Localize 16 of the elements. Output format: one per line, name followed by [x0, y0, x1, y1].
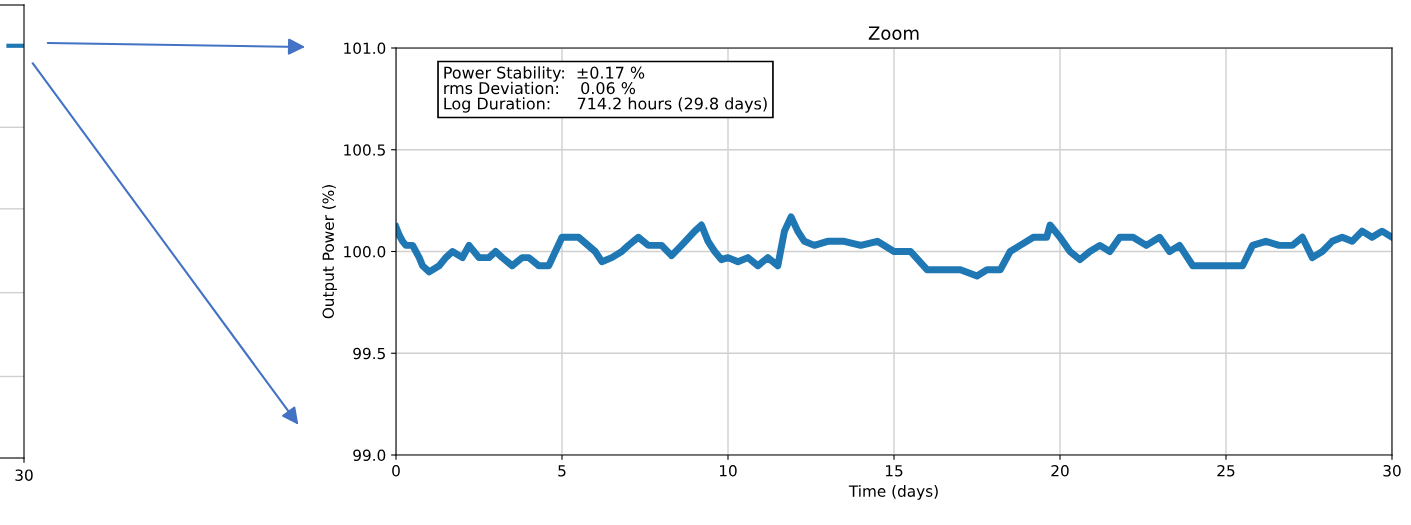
y-tick-label: 100.5 [344, 144, 385, 156]
x-tick-label: 10 [719, 464, 737, 477]
x-tick-label: 15 [885, 465, 903, 477]
y-tick-label: 100.0 [344, 245, 386, 258]
x-tick-label: 20 [1051, 464, 1069, 477]
y-axis-title: Output Power (%) [322, 185, 337, 319]
x-tick-label: 30 [1383, 464, 1401, 477]
x-tick-label: 25 [1217, 464, 1235, 477]
chart-title: Zoom [868, 26, 919, 40]
y-tick-label: 101.0 [344, 42, 386, 55]
annotation: Power Stability: ±0.17 % rms Deviation: 0.06 % Log Duration: 714.2 hours (29.8 days) [444, 66, 767, 113]
x-axis-title: Time (days) [848, 485, 938, 500]
x-tick-label: 5 [558, 465, 566, 477]
x-tick-label: 0 [392, 464, 400, 477]
y-tick-label: 99.0 [353, 449, 386, 462]
y-tick-label: 99.5 [353, 347, 385, 360]
